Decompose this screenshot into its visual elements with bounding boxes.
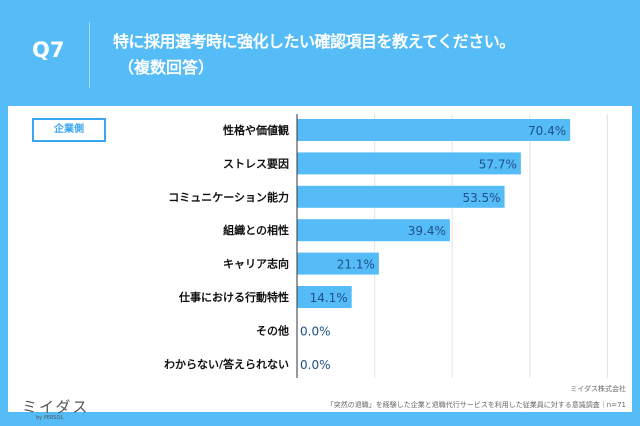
- data-label: 0.0%: [300, 324, 331, 338]
- bar: [297, 152, 521, 175]
- company-name: ミイダス株式会社: [570, 385, 626, 393]
- question-title: 特に採用選考時に強化したい確認項目を教えてください。: [113, 32, 515, 51]
- category-label: 組織との相性: [223, 223, 289, 237]
- category-label: キャリア志向: [223, 257, 289, 271]
- data-label: 57.7%: [479, 157, 517, 171]
- category-label: 仕事における行動特性: [178, 290, 289, 304]
- data-label: 0.0%: [300, 358, 331, 372]
- bar: [297, 119, 571, 141]
- bar: [297, 252, 379, 275]
- data-label: 70.4%: [528, 124, 566, 138]
- data-label: 21.1%: [337, 258, 375, 272]
- data-label: 14.1%: [310, 291, 348, 305]
- category-label: ストレス要因: [223, 157, 289, 170]
- bar: [297, 185, 505, 208]
- bar: [297, 219, 450, 242]
- category-label: わからない/答えられない: [164, 357, 289, 371]
- question-number: Q7: [32, 38, 65, 62]
- category-label: コミュニケーション能力: [168, 190, 289, 204]
- source-note: 「突然の退職」を経験した企業と退職代行サービスを利用した従業員に対する意識調査｜…: [326, 401, 626, 409]
- logo: ミイダス: [22, 398, 90, 416]
- divider: [89, 22, 90, 88]
- bar: [297, 286, 352, 308]
- question-subtitle: （複数回答）: [118, 58, 215, 77]
- category-label: 性格や価値観: [223, 123, 289, 137]
- category-label: その他: [256, 323, 289, 337]
- data-label: 39.4%: [408, 224, 446, 238]
- respondent-badge: 企業側: [32, 118, 106, 142]
- logo-sub: by PERSOL: [36, 415, 64, 421]
- data-label: 53.5%: [462, 191, 500, 205]
